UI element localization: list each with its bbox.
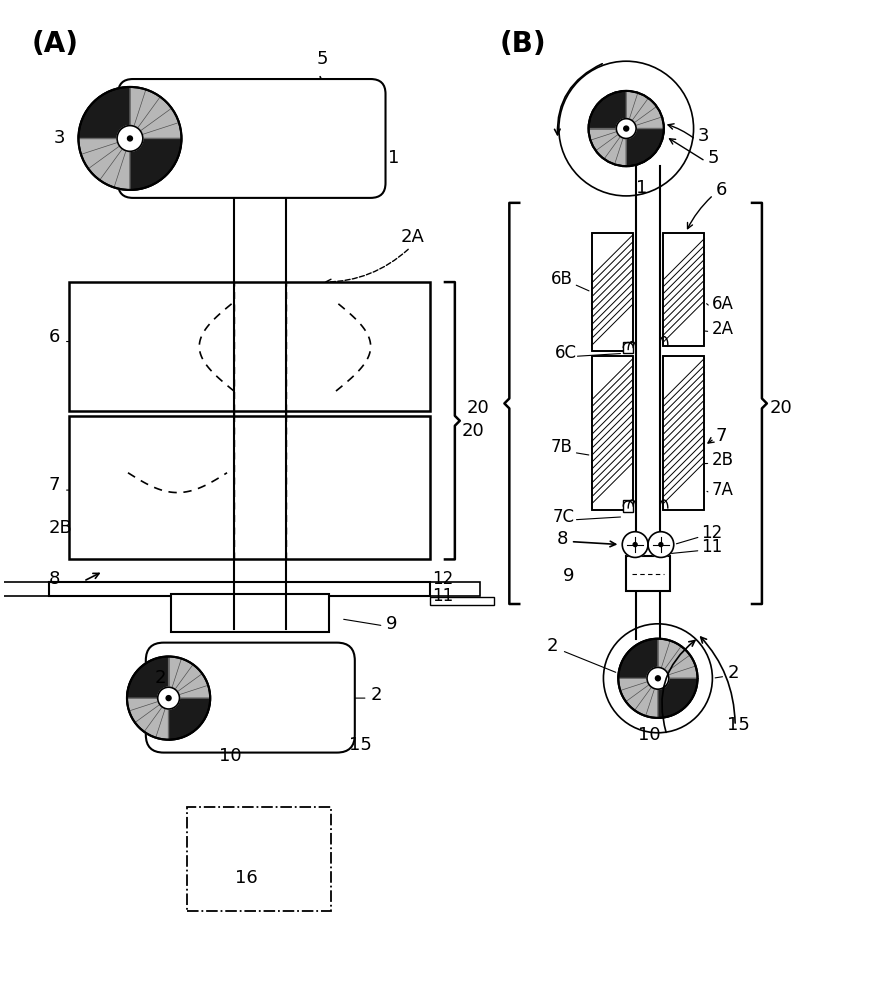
Text: 11: 11 <box>432 587 453 605</box>
Circle shape <box>78 87 181 190</box>
Text: 8: 8 <box>48 570 60 588</box>
Text: 5: 5 <box>707 149 718 167</box>
Text: 6: 6 <box>48 328 60 346</box>
Bar <box>68 416 429 559</box>
Polygon shape <box>625 129 663 166</box>
Circle shape <box>588 91 663 166</box>
Text: 16: 16 <box>234 869 257 887</box>
Bar <box>623 500 632 512</box>
Text: 15: 15 <box>726 716 749 734</box>
Text: 6: 6 <box>715 181 726 199</box>
Text: 2: 2 <box>155 669 166 687</box>
Text: 2: 2 <box>371 686 382 704</box>
Circle shape <box>117 126 143 151</box>
Polygon shape <box>617 639 657 678</box>
Bar <box>0 582 48 596</box>
FancyBboxPatch shape <box>118 79 385 198</box>
Text: 1: 1 <box>388 149 399 167</box>
Text: 10: 10 <box>219 747 241 765</box>
Bar <box>187 807 331 911</box>
Polygon shape <box>78 138 130 190</box>
Bar <box>662 356 703 510</box>
Polygon shape <box>588 129 625 166</box>
Polygon shape <box>617 678 657 718</box>
Bar <box>623 342 632 353</box>
Polygon shape <box>130 87 181 138</box>
Text: 8: 8 <box>557 530 567 548</box>
Bar <box>591 233 632 351</box>
Circle shape <box>655 676 659 681</box>
Text: 2: 2 <box>726 664 738 682</box>
Text: 20: 20 <box>461 422 484 440</box>
Bar <box>48 582 429 596</box>
Text: 7B: 7B <box>551 438 572 456</box>
Circle shape <box>622 532 647 557</box>
Bar <box>591 233 632 351</box>
Polygon shape <box>169 657 210 698</box>
Text: 2A: 2A <box>710 320 732 338</box>
Polygon shape <box>625 91 663 129</box>
Text: 12: 12 <box>432 570 453 588</box>
Circle shape <box>126 657 210 740</box>
Text: 15: 15 <box>349 736 371 754</box>
Text: 3: 3 <box>697 127 709 145</box>
Bar <box>625 556 669 591</box>
Text: 7C: 7C <box>552 508 574 526</box>
Text: 6C: 6C <box>554 344 576 362</box>
Text: 6B: 6B <box>551 270 572 288</box>
Bar <box>662 356 703 510</box>
Text: 6A: 6A <box>710 295 732 313</box>
Polygon shape <box>657 639 697 678</box>
Circle shape <box>615 119 636 138</box>
Text: 12: 12 <box>701 524 722 542</box>
Text: 7A: 7A <box>710 481 732 499</box>
Text: (B): (B) <box>499 30 545 58</box>
Polygon shape <box>78 87 130 138</box>
Circle shape <box>166 696 171 701</box>
Circle shape <box>127 136 133 141</box>
Circle shape <box>658 543 662 547</box>
Bar <box>662 233 703 346</box>
Bar <box>429 597 494 605</box>
Polygon shape <box>130 138 181 190</box>
Text: 3: 3 <box>54 129 65 147</box>
Text: 9: 9 <box>385 615 397 633</box>
Text: 2: 2 <box>546 637 558 655</box>
Polygon shape <box>126 698 169 740</box>
Text: 20: 20 <box>769 399 792 417</box>
Circle shape <box>157 687 179 709</box>
FancyBboxPatch shape <box>146 643 355 753</box>
Text: 11: 11 <box>701 538 722 556</box>
Text: 20: 20 <box>466 399 489 417</box>
Text: 2B: 2B <box>710 451 732 469</box>
Bar <box>591 356 632 510</box>
Text: 2B: 2B <box>48 519 72 537</box>
Text: 7: 7 <box>715 427 726 445</box>
Text: (A): (A) <box>32 30 79 58</box>
Bar <box>170 594 328 632</box>
Polygon shape <box>126 657 169 698</box>
Circle shape <box>623 126 628 131</box>
Bar <box>429 582 479 596</box>
Polygon shape <box>169 698 210 740</box>
Text: 2A: 2A <box>399 228 424 246</box>
Polygon shape <box>657 678 697 718</box>
Polygon shape <box>588 91 625 129</box>
Circle shape <box>646 667 668 689</box>
Text: 9: 9 <box>562 567 573 585</box>
Bar <box>68 282 429 411</box>
Bar <box>662 233 703 346</box>
Circle shape <box>647 532 673 557</box>
Bar <box>591 356 632 510</box>
Circle shape <box>617 639 697 718</box>
Text: 1: 1 <box>636 179 647 197</box>
Circle shape <box>632 543 637 547</box>
Text: 10: 10 <box>637 726 660 744</box>
Text: 7: 7 <box>48 476 61 494</box>
Text: 5: 5 <box>316 50 327 68</box>
